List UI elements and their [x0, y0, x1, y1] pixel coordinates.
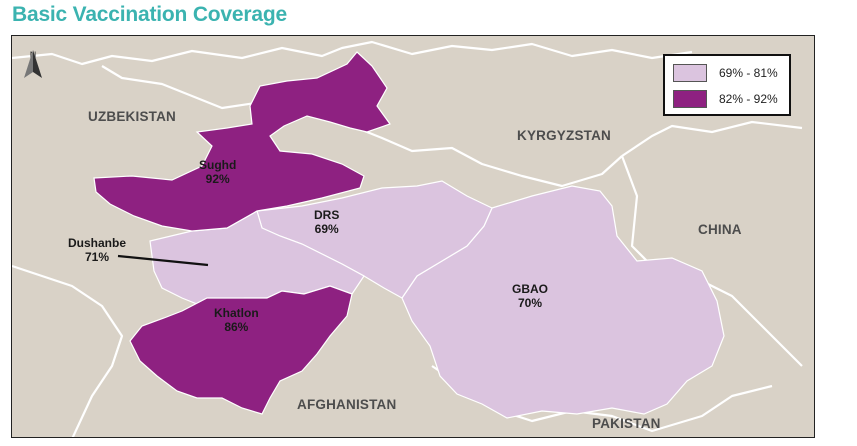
- region-sughd: [93, 51, 391, 232]
- legend-item-high: 82% - 92%: [673, 90, 778, 108]
- label-china: CHINA: [698, 222, 742, 237]
- drs-value: 69%: [314, 222, 339, 236]
- legend-swatch-low: [673, 64, 707, 82]
- dushanbe-value: 71%: [84, 250, 110, 264]
- legend-label-low: 69% - 81%: [719, 66, 778, 80]
- label-sughd: Sughd 92%: [199, 158, 236, 186]
- label-drs: DRS 69%: [314, 208, 339, 236]
- north-arrow-icon: [24, 50, 42, 78]
- label-uzbekistan: UZBEKISTAN: [88, 109, 176, 124]
- border-kyr-china: [621, 120, 803, 157]
- legend-label-high: 82% - 92%: [719, 92, 778, 106]
- border-north: [12, 40, 693, 66]
- khatlon-value: 86%: [224, 320, 249, 334]
- legend: 69% - 81% 82% - 92%: [663, 54, 791, 116]
- label-khatlon: Khatlon 86%: [214, 306, 259, 334]
- north-arrow: N: [22, 50, 44, 78]
- label-dushanbe: Dushanbe 71%: [68, 236, 126, 264]
- label-gbao: GBAO 70%: [512, 282, 548, 310]
- label-pakistan: PAKISTAN: [592, 416, 661, 431]
- gbao-name: GBAO: [512, 282, 548, 296]
- legend-swatch-high: [673, 90, 707, 108]
- dushanbe-name: Dushanbe: [68, 236, 127, 250]
- drs-name: DRS: [314, 208, 340, 222]
- map-canvas: [12, 40, 803, 437]
- label-kyrgyzstan: KYRGYZSTAN: [517, 128, 612, 143]
- sughd-name: Sughd: [199, 158, 237, 172]
- map-title: Basic Vaccination Coverage: [12, 3, 287, 26]
- gbao-value: 70%: [517, 296, 543, 310]
- label-afghanistan: AFGHANISTAN: [297, 397, 397, 412]
- region-khatlon: [129, 285, 353, 415]
- khatlon-name: Khatlon: [214, 306, 259, 320]
- sughd-value: 92%: [205, 172, 230, 186]
- border-west: [12, 264, 124, 437]
- legend-item-low: 69% - 81%: [673, 64, 778, 82]
